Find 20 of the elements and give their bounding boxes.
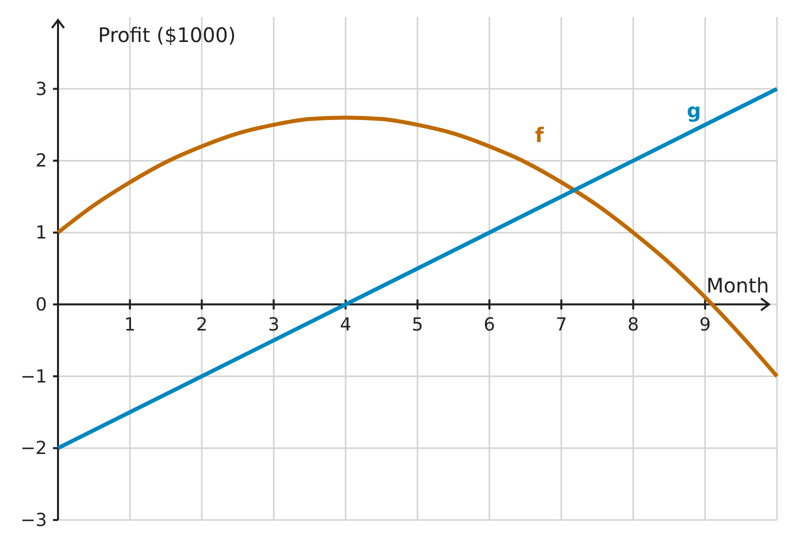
x-tick-label: 4 (340, 314, 352, 336)
y-tick-label: 3 (36, 78, 47, 100)
x-axis-title: Month (706, 273, 769, 298)
y-axis-title: Profit ($1000) (98, 23, 236, 47)
x-tick-label: 1 (124, 314, 136, 336)
x-tick-label: 7 (556, 314, 568, 336)
x-tick-label: 5 (412, 314, 424, 336)
y-tick-label: −1 (20, 366, 47, 388)
series-label: g (686, 98, 702, 122)
x-tick-label: 2 (196, 314, 208, 336)
y-tick-label: −2 (20, 438, 47, 460)
x-tick-label: 8 (627, 314, 639, 336)
y-tick-label: −3 (20, 510, 47, 531)
series-label: f (535, 123, 544, 148)
x-tick-label: 9 (699, 314, 711, 336)
y-tick-label: 1 (36, 222, 47, 244)
y-tick-label: 2 (36, 150, 47, 172)
y-tick-label: 0 (36, 294, 47, 316)
x-tick-label: 3 (268, 314, 280, 336)
x-tick-label: 6 (484, 314, 496, 336)
